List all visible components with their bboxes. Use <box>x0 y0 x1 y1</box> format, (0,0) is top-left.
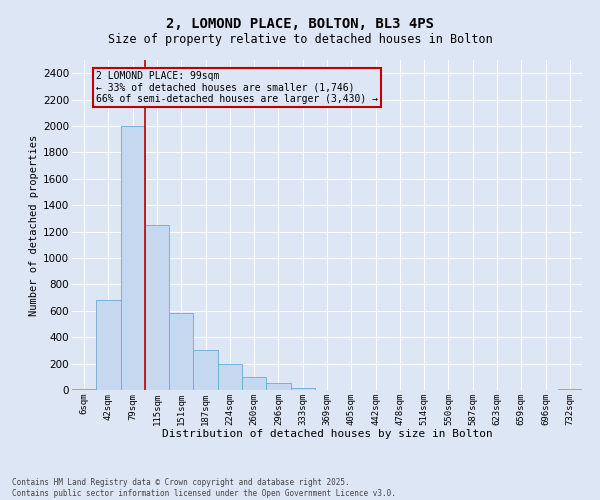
Bar <box>290 388 315 390</box>
Bar <box>193 350 218 390</box>
X-axis label: Distribution of detached houses by size in Bolton: Distribution of detached houses by size … <box>161 429 493 439</box>
Y-axis label: Number of detached properties: Number of detached properties <box>29 134 39 316</box>
Bar <box>169 314 193 390</box>
Text: Contains HM Land Registry data © Crown copyright and database right 2025.
Contai: Contains HM Land Registry data © Crown c… <box>12 478 396 498</box>
Bar <box>121 126 145 390</box>
Bar <box>96 300 121 390</box>
Bar <box>242 377 266 390</box>
Text: Size of property relative to detached houses in Bolton: Size of property relative to detached ho… <box>107 32 493 46</box>
Bar <box>218 364 242 390</box>
Bar <box>145 225 169 390</box>
Text: 2 LOMOND PLACE: 99sqm
← 33% of detached houses are smaller (1,746)
66% of semi-d: 2 LOMOND PLACE: 99sqm ← 33% of detached … <box>96 70 378 104</box>
Text: 2, LOMOND PLACE, BOLTON, BL3 4PS: 2, LOMOND PLACE, BOLTON, BL3 4PS <box>166 18 434 32</box>
Bar <box>266 384 290 390</box>
